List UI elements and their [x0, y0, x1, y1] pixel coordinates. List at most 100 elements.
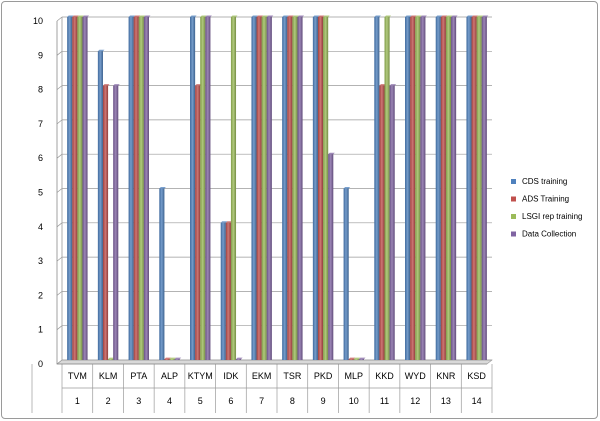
y-tick-label: 0 — [38, 359, 43, 369]
bar-top — [471, 15, 479, 17]
y-tick-label: 6 — [38, 153, 43, 163]
bar-shading — [405, 17, 411, 360]
bar-top — [481, 15, 489, 17]
x-axis-table: TVM 1 KLM 2 PTA 3 ALP 4 KTYM 5 IDK 6 EKM 7 TSR 8 PKD 9 MLP… — [31, 363, 493, 413]
bar-top — [251, 15, 259, 17]
bar-shading — [77, 17, 83, 360]
bar-top — [143, 15, 151, 17]
x-number-label: 6 — [228, 396, 233, 406]
gridline-side — [56, 51, 63, 56]
bar-shading — [323, 17, 329, 360]
bar-shading — [190, 17, 196, 360]
legend-swatch — [511, 231, 516, 237]
bar-top — [445, 15, 453, 17]
bar-shading — [374, 17, 380, 360]
bar-shading — [200, 17, 206, 360]
x-number-label: 14 — [472, 396, 482, 406]
bar-top — [82, 15, 90, 17]
x-tick-label: PTA — [130, 371, 147, 381]
bar-top — [236, 357, 243, 360]
gridline-side — [56, 16, 63, 22]
bar-top — [102, 84, 110, 86]
bar-top — [190, 15, 197, 17]
x-number-label: 2 — [106, 396, 111, 406]
bar-top — [225, 221, 233, 223]
x-tick-label: KSD — [467, 371, 486, 381]
gridline-side — [56, 153, 63, 159]
bar-top — [353, 357, 361, 360]
bar-shading — [128, 17, 134, 360]
bar-top — [410, 15, 417, 17]
bar-shading — [97, 51, 103, 361]
x-number-label: 9 — [321, 396, 326, 406]
bar-top — [389, 84, 397, 86]
bar-shading — [481, 17, 487, 360]
legend: CDS training ADS Training LSGI rep trainin… — [511, 177, 582, 239]
bar-top — [72, 15, 79, 17]
y-tick-label: 1 — [38, 325, 43, 335]
bar-top — [205, 15, 212, 17]
legend-swatch — [511, 179, 516, 184]
legend-label: ADS Training — [522, 195, 569, 204]
bar-shading — [225, 222, 231, 360]
bar-shading — [440, 17, 446, 360]
bar-shading — [353, 359, 359, 360]
bar-top — [113, 84, 120, 86]
bar-shading — [471, 17, 477, 360]
bar-shading — [138, 17, 144, 360]
bar-shading — [174, 359, 180, 360]
bar-top — [451, 15, 458, 17]
bar-top — [220, 221, 228, 223]
bar-top — [133, 15, 141, 17]
bar-top — [138, 15, 146, 17]
bar-shading — [256, 17, 262, 360]
bar-top — [328, 152, 335, 155]
bar-top — [476, 15, 484, 17]
gridline-side — [56, 359, 63, 365]
legend-label: Data Collection — [522, 230, 576, 239]
bar-shading — [195, 85, 201, 360]
bar-top — [415, 15, 422, 17]
bar-shading — [230, 17, 237, 360]
bar-shading — [445, 17, 452, 360]
x-tick-label: KTYM — [188, 371, 213, 381]
x-tick-label: TSR — [283, 371, 302, 381]
bar-top — [67, 15, 74, 17]
y-tick-label: 9 — [38, 50, 43, 60]
y-tick-label: 3 — [38, 256, 43, 266]
x-tick-label: TVM — [68, 371, 87, 381]
bar-shading — [133, 17, 139, 360]
bar-top — [164, 357, 171, 360]
bar-top — [435, 15, 443, 17]
bar-shading — [466, 17, 472, 360]
legend-label: CDS training — [522, 177, 567, 186]
bar-shading — [317, 17, 324, 360]
bar-top — [348, 357, 356, 360]
legend-swatch — [511, 214, 516, 219]
bar-shading — [312, 17, 318, 360]
gridline-side — [56, 222, 63, 228]
bar-top — [174, 357, 182, 360]
bar-top — [230, 15, 238, 17]
bar-shading — [205, 17, 211, 360]
bar-shading — [451, 17, 457, 360]
bar-top — [256, 15, 264, 17]
bar-top — [292, 15, 299, 17]
bar-top — [159, 187, 166, 189]
x-number-label: 11 — [380, 396, 389, 406]
bar-shading — [164, 359, 170, 360]
bars — [67, 15, 489, 361]
bar-shading — [287, 17, 293, 360]
x-tick-label: WYD — [405, 371, 426, 381]
gridline-side — [56, 256, 63, 262]
gridline-side — [56, 119, 63, 125]
bar-shading — [143, 17, 149, 360]
bar-shading — [348, 359, 354, 360]
bar-top — [200, 15, 207, 17]
bar-shading — [358, 359, 364, 360]
gridline-side — [56, 291, 63, 296]
bar-top — [261, 15, 269, 17]
y-tick-label: 10 — [33, 16, 43, 26]
bar-shading — [102, 85, 109, 360]
x-number-label: 10 — [349, 396, 359, 406]
